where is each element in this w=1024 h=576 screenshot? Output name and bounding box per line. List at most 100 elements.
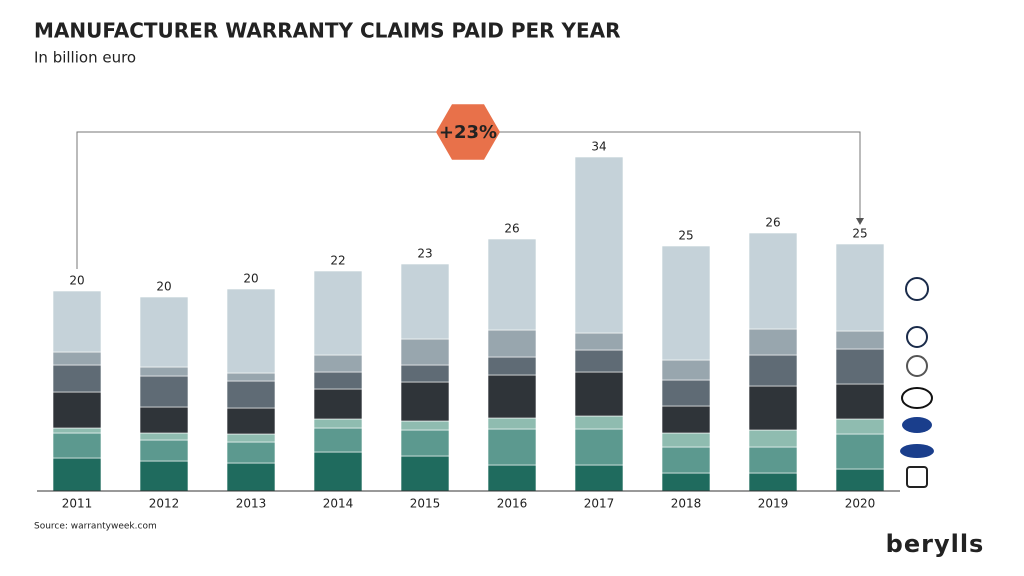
bar-segment — [748, 472, 798, 492]
bar-segment — [139, 296, 189, 368]
bar-segment — [574, 464, 624, 492]
chart-subtitle: In billion euro — [34, 49, 136, 67]
bar-segment — [52, 432, 102, 459]
bar-segment — [313, 354, 363, 373]
arrow-head — [856, 218, 864, 225]
bar-segment — [661, 472, 711, 492]
bar-segment — [487, 417, 537, 430]
bar-segment — [400, 455, 450, 492]
bar-segment — [400, 429, 450, 457]
bar-segment — [661, 379, 711, 407]
bar-segment — [52, 457, 102, 492]
bar-segment — [313, 270, 363, 356]
bar-segment — [487, 374, 537, 419]
bar-segment — [835, 468, 885, 492]
annotation-badge — [436, 104, 500, 160]
bar-segment — [574, 332, 624, 351]
bar-segment — [835, 330, 885, 350]
x-tick-label: 2020 — [845, 497, 876, 511]
bar-segment — [313, 371, 363, 390]
bar-segment — [487, 464, 537, 492]
x-tick-label: 2015 — [410, 497, 441, 511]
bar-segment — [835, 243, 885, 332]
bar-segment — [400, 364, 450, 383]
bar-segment — [313, 451, 363, 492]
source: Source: warrantyweek.com — [34, 522, 157, 532]
bar-segment — [400, 263, 450, 340]
bar-segment — [574, 349, 624, 373]
bar-segment — [661, 245, 711, 361]
bar-segment — [748, 328, 798, 356]
bar-segment — [487, 238, 537, 331]
total-label: 26 — [765, 216, 780, 230]
x-tick-label: 2011 — [62, 497, 93, 511]
bar-segment — [400, 420, 450, 431]
bar-segment — [487, 356, 537, 376]
bar-segment — [52, 364, 102, 393]
bar-segment — [313, 418, 363, 429]
bar-segment — [574, 428, 624, 466]
bar-segment — [487, 329, 537, 358]
bar-segment — [226, 372, 276, 382]
total-label: 20 — [69, 274, 84, 288]
bar-segment — [661, 446, 711, 474]
x-tick-label: 2013 — [236, 497, 267, 511]
vw-logo — [905, 277, 929, 301]
bar-segment — [52, 391, 102, 429]
bar-segment — [313, 427, 363, 453]
toyota-logo — [901, 387, 933, 409]
bar-segment — [835, 418, 885, 435]
x-tick-label: 2016 — [497, 497, 528, 511]
bar-segment — [574, 415, 624, 430]
brand: berylls — [886, 530, 985, 558]
bar-segment — [835, 433, 885, 470]
bar-segment — [574, 371, 624, 417]
bar-segment — [748, 354, 798, 387]
bar-segment — [226, 288, 276, 374]
mercedes-logo — [906, 355, 928, 377]
x-tick-label: 2019 — [758, 497, 789, 511]
bar-segment — [748, 232, 798, 330]
bar-segment — [52, 290, 102, 353]
x-tick-label: 2018 — [671, 497, 702, 511]
bar-segment — [139, 432, 189, 441]
chart-title: MANUFACTURER WARRANTY CLAIMS PAID PER YE… — [34, 19, 621, 43]
bar-segment — [400, 381, 450, 422]
bar-segment — [139, 366, 189, 377]
bar-segment — [661, 359, 711, 381]
bar-segment — [226, 380, 276, 409]
bar-segment — [226, 441, 276, 464]
total-label: 25 — [852, 227, 867, 241]
bar-segment — [139, 406, 189, 434]
bar-segment — [139, 460, 189, 492]
bar-segment — [226, 433, 276, 443]
total-label: 23 — [417, 247, 432, 261]
bar-segment — [226, 407, 276, 435]
ford-logo — [900, 444, 934, 458]
x-tick-label: 2012 — [149, 497, 180, 511]
hyundai-logo — [902, 417, 932, 433]
annotation: +23% — [439, 122, 497, 143]
gm-logo — [906, 466, 928, 488]
bmw-logo — [906, 326, 928, 348]
total-label: 22 — [330, 254, 345, 268]
bar-segment — [313, 388, 363, 420]
total-label: 20 — [243, 272, 258, 286]
bar-segment — [661, 405, 711, 434]
bar-segment — [835, 348, 885, 385]
total-label: 34 — [591, 140, 606, 154]
bar-segment — [748, 429, 798, 448]
bar-segment — [139, 375, 189, 408]
bar-segment — [748, 385, 798, 431]
x-tick-label: 2014 — [323, 497, 354, 511]
bar-segment — [226, 462, 276, 492]
bar-segment — [748, 446, 798, 474]
total-label: 26 — [504, 222, 519, 236]
bar-segment — [661, 432, 711, 448]
bar-segment — [52, 351, 102, 366]
bar-segment — [574, 156, 624, 334]
bar-segment — [835, 383, 885, 420]
bar-segment — [400, 338, 450, 366]
bar-segment — [52, 427, 102, 434]
